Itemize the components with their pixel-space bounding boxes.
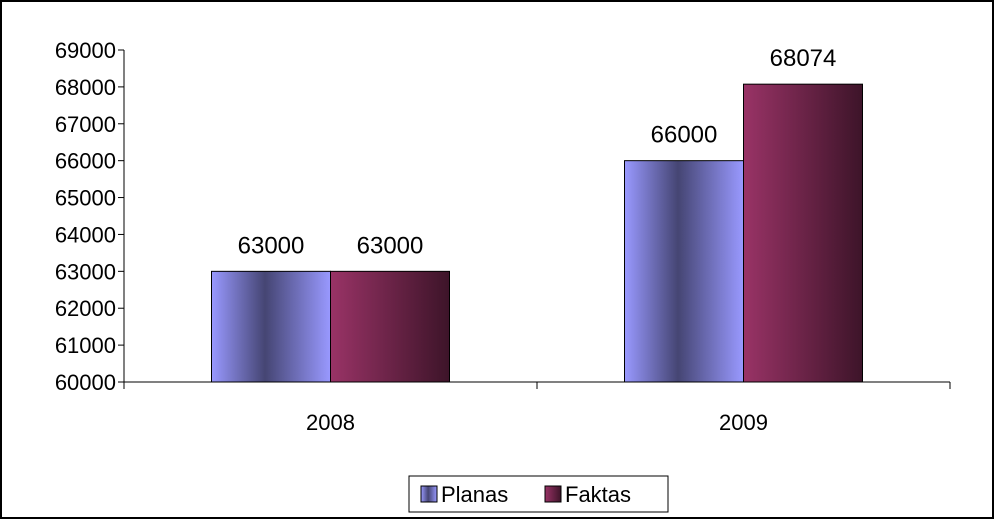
data-labels: 63000 63000 66000 68074 — [238, 45, 837, 259]
y-axis: 60000 61000 62000 63000 64000 65000 66000 67000… — [55, 38, 125, 395]
bars — [211, 83, 863, 383]
y-tick-label: 64000 — [55, 222, 116, 247]
y-tick-label: 69000 — [55, 38, 116, 63]
y-tick-label: 66000 — [55, 149, 116, 174]
y-tick-label: 67000 — [55, 112, 116, 137]
legend-label-faktas: Faktas — [565, 482, 631, 507]
bar-faktas-2008 — [330, 270, 450, 383]
bar-planas-2008 — [211, 270, 331, 383]
data-label: 63000 — [357, 232, 424, 259]
bar-faktas-2009 — [743, 83, 863, 383]
legend-swatch-faktas — [544, 485, 562, 503]
y-tick-label: 65000 — [55, 186, 116, 211]
y-tick-label: 61000 — [55, 333, 116, 358]
bar-planas-2009 — [624, 160, 744, 383]
data-label: 68074 — [770, 45, 837, 72]
legend-box — [408, 475, 669, 513]
data-label: 66000 — [651, 122, 718, 149]
y-tick-label: 62000 — [55, 296, 116, 321]
legend[interactable]: Planas Faktas — [408, 475, 669, 513]
y-tick-label: 60000 — [55, 370, 116, 395]
x-tick-label: 2008 — [306, 410, 355, 435]
legend-swatch-planas — [420, 485, 438, 503]
x-tick-label: 2009 — [719, 410, 768, 435]
y-tick-label: 68000 — [55, 75, 116, 100]
y-tick-label: 63000 — [55, 259, 116, 284]
legend-label-planas: Planas — [441, 482, 508, 507]
data-label: 63000 — [238, 232, 305, 259]
